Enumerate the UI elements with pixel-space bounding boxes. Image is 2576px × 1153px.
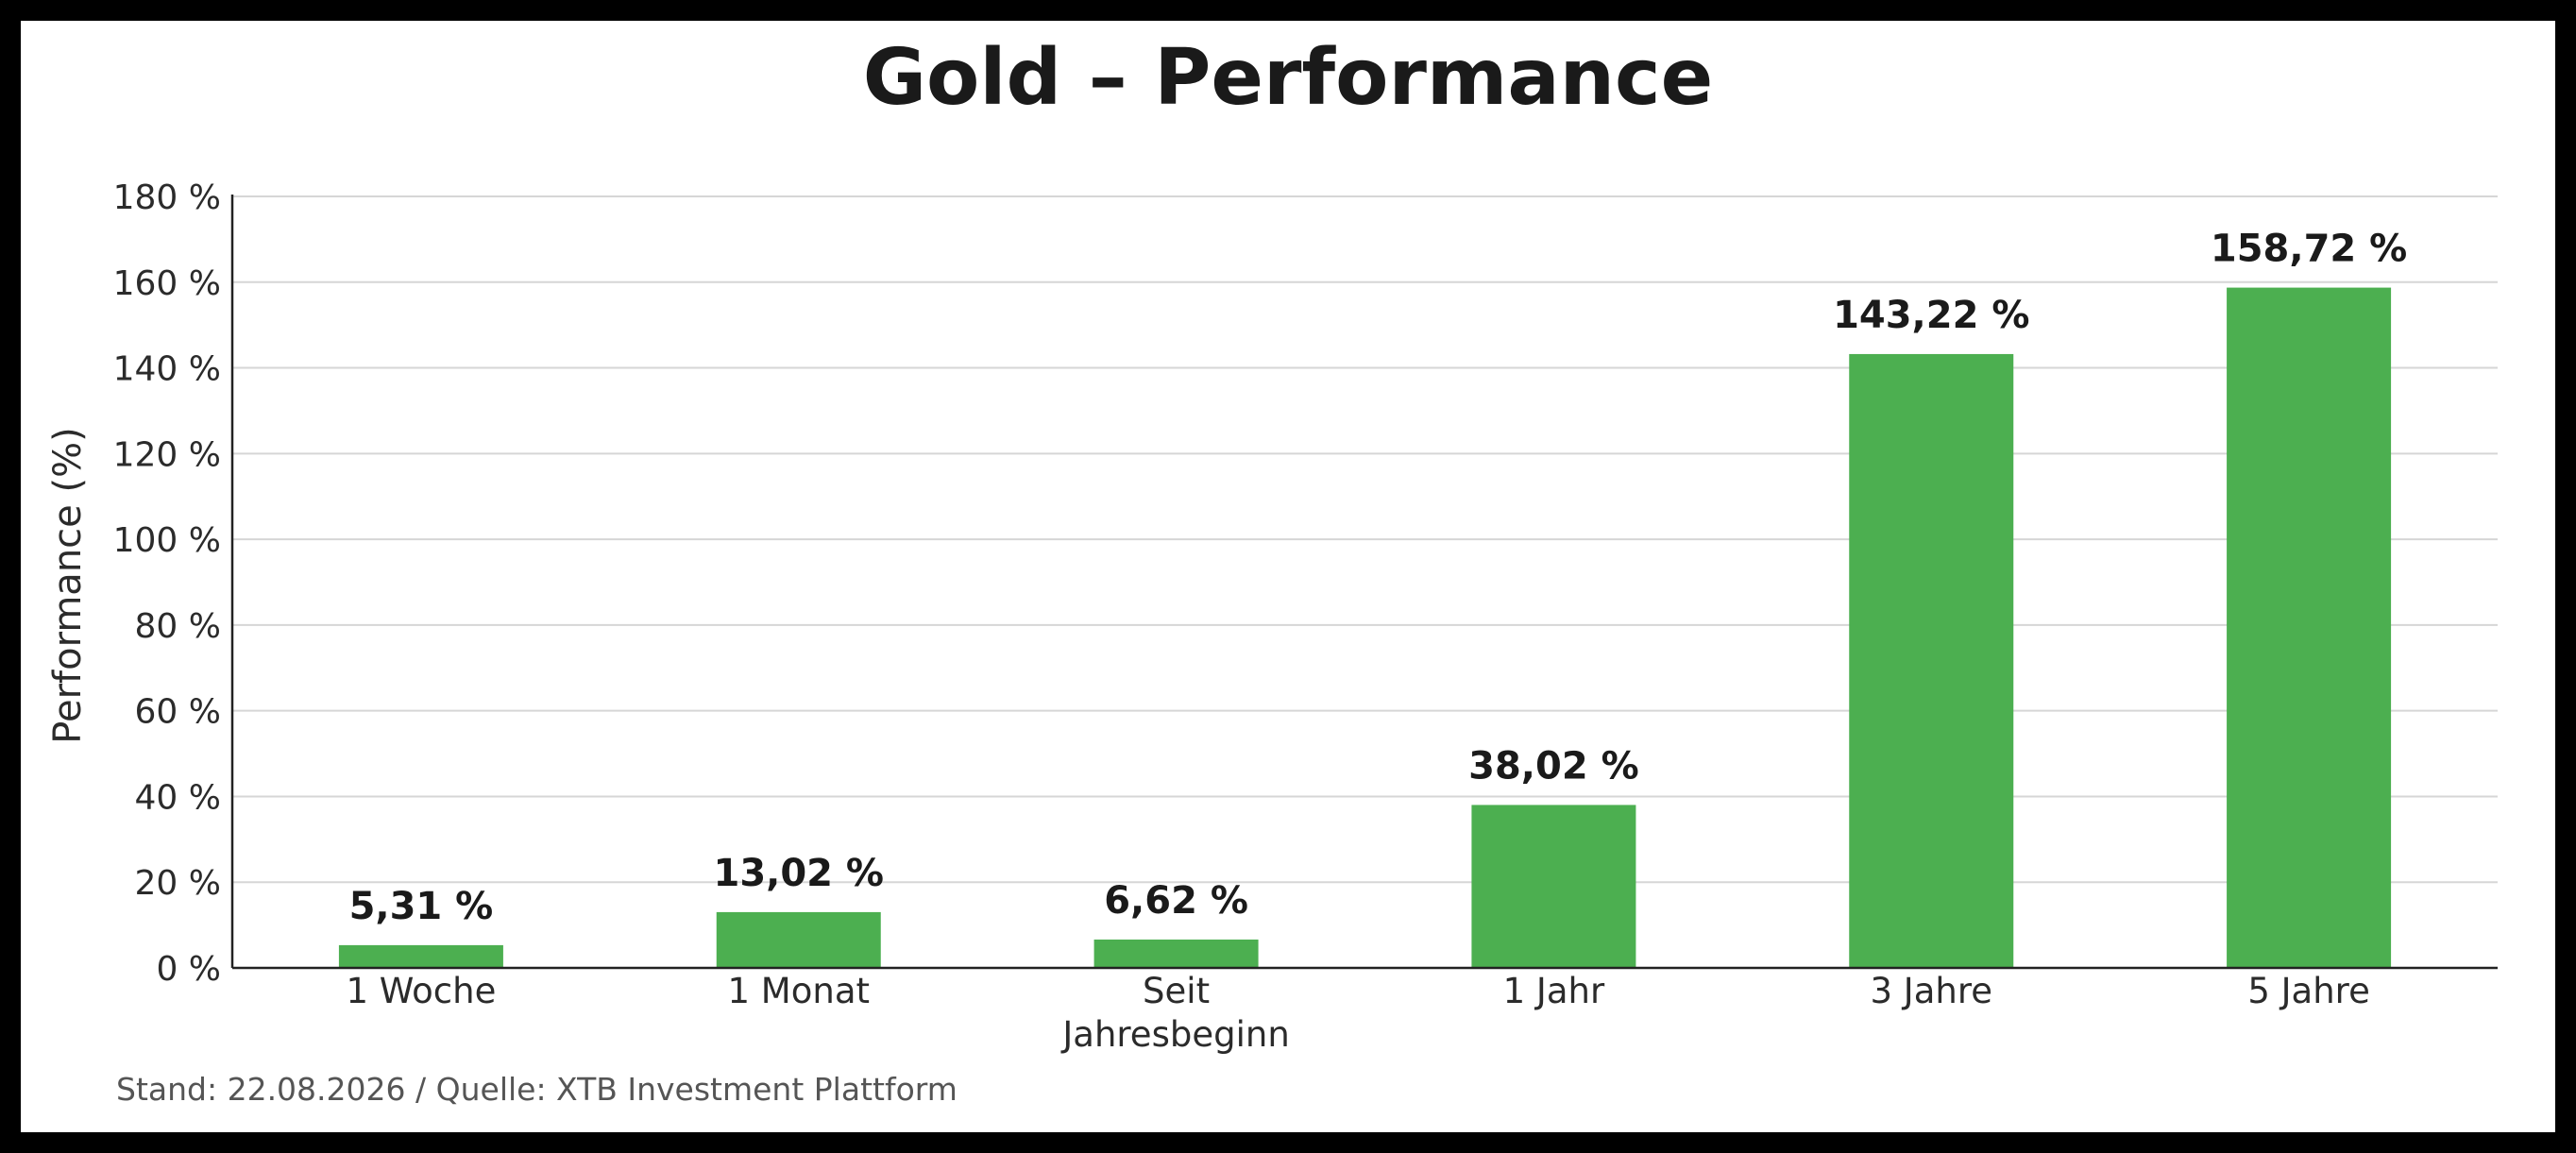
y-tick-label: 0 % (156, 950, 221, 989)
data-label: 38,02 % (1468, 744, 1639, 788)
y-tick-label: 140 % (113, 350, 221, 389)
x-tick-label: Jahresbeginn (1060, 1014, 1289, 1055)
x-tick-label: Seit (1143, 971, 1210, 1011)
data-label: 158,72 % (2211, 228, 2407, 271)
x-tick-label: 1 Jahr (1503, 971, 1605, 1011)
y-tick-label: 40 % (135, 778, 221, 817)
y-axis-ticks: 0 % 20 % 40 % 60 % 80 % 100 % 120 % 140 % 160 % 1… (113, 178, 221, 989)
bar (716, 911, 881, 968)
y-tick-label: 60 % (135, 693, 221, 732)
bar (1471, 805, 1636, 968)
y-tick-label: 80 % (135, 607, 221, 646)
bars (338, 287, 2392, 969)
chart-canvas: Gold – Performance 0 % 20 % 40 % 60 % 80 % 10… (46, 33, 2498, 1108)
data-label: 5,31 % (349, 885, 494, 928)
bar (338, 944, 503, 968)
y-tick-label: 120 % (113, 435, 221, 474)
data-label: 6,62 % (1104, 879, 1248, 923)
chart-frame: Gold – Performance 0 % 20 % 40 % 60 % 80 % 10… (21, 21, 2555, 1132)
x-tick-label: 1 Monat (728, 971, 871, 1011)
y-tick-label: 160 % (113, 264, 221, 303)
chart-title: Gold – Performance (863, 33, 1714, 123)
y-tick-label: 100 % (113, 521, 221, 560)
bar (1093, 939, 1259, 968)
x-tick-label: 3 Jahre (1871, 971, 1993, 1011)
data-label: 143,22 % (1833, 294, 2029, 337)
source-note: Stand: 22.08.2026 / Quelle: XTB Investme… (116, 1071, 958, 1108)
y-tick-label: 180 % (113, 178, 221, 217)
data-labels: 5,31 % 13,02 % 6,62 % 38,02 % 143,22 % 158,72… (349, 228, 2408, 928)
y-tick-label: 20 % (135, 864, 221, 903)
bar (1849, 353, 2014, 969)
x-tick-label: 1 Woche (346, 971, 496, 1011)
y-axis-label: Performance (%) (46, 427, 90, 743)
bar (2227, 287, 2392, 969)
x-tick-label: 5 Jahre (2247, 971, 2370, 1011)
grid-layer (232, 195, 2498, 884)
data-label: 13,02 % (713, 852, 884, 895)
